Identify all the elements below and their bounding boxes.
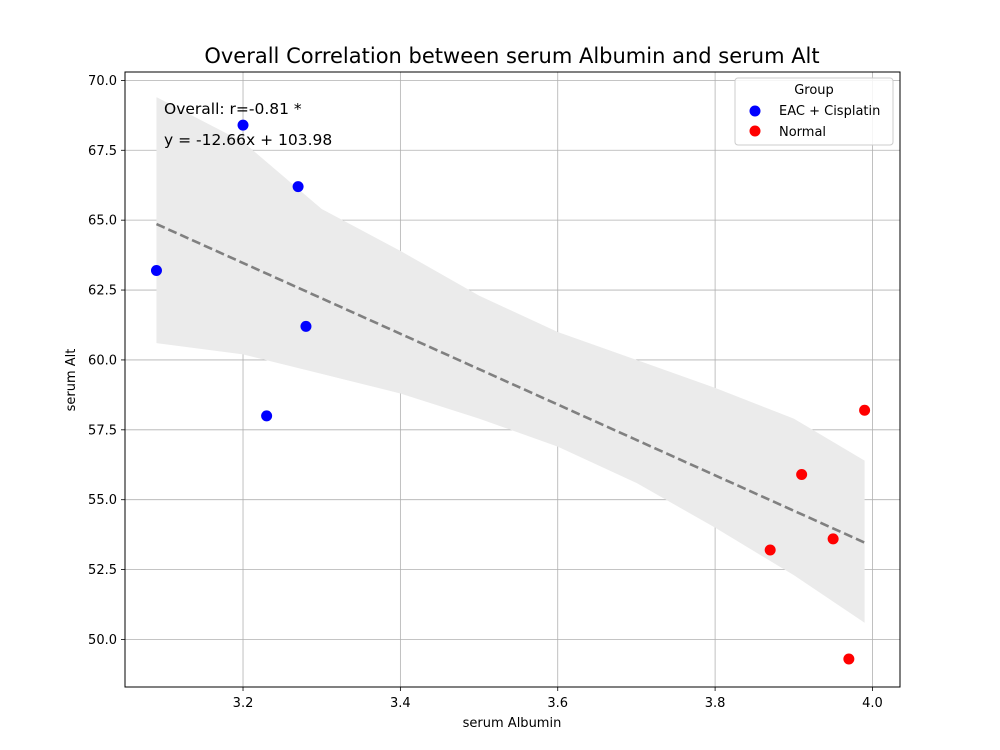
legend-label-normal: Normal (779, 125, 826, 140)
x-tick-label: 3.2 (233, 696, 254, 711)
y-tick-label: 57.5 (88, 423, 117, 438)
confidence-band-layer (156, 97, 865, 623)
y-tick-label: 67.5 (88, 144, 117, 159)
data-point-normal (764, 544, 776, 556)
data-points-layer (150, 119, 871, 665)
legend-box (734, 77, 894, 146)
data-point-eac-cisplatin (150, 264, 162, 276)
regression-equation-annotation: y = -12.66x + 103.98 (164, 131, 332, 149)
x-axis-ticks: 3.2 3.4 3.6 3.8 4.0 (233, 687, 883, 711)
x-tick-label: 3.8 (705, 696, 726, 711)
chart-title: Overall Correlation between serum Albumi… (204, 44, 819, 68)
correlation-annotation: Overall: r=-0.81 * (164, 100, 302, 118)
legend: Group EAC + Cisplatin Normal (734, 77, 894, 146)
data-point-eac-cisplatin (300, 320, 312, 332)
y-tick-label: 70.0 (88, 74, 117, 89)
legend-marker-eac-cisplatin (749, 105, 761, 117)
legend-marker-normal (749, 125, 761, 137)
legend-label-eac-cisplatin: EAC + Cisplatin (779, 104, 880, 119)
y-tick-label: 55.0 (88, 493, 117, 508)
data-point-normal (796, 469, 808, 481)
x-tick-label: 3.4 (390, 696, 411, 711)
data-point-eac-cisplatin (261, 410, 273, 422)
y-axis-label: serum Alt (64, 349, 79, 412)
y-tick-label: 50.0 (88, 633, 117, 648)
data-point-eac-cisplatin (292, 181, 304, 193)
x-tick-label: 4.0 (862, 696, 883, 711)
x-axis-label: serum Albumin (463, 716, 562, 731)
y-tick-label: 52.5 (88, 563, 117, 578)
y-axis-ticks: 50.0 52.5 55.0 57.5 60.0 62.5 65.0 67.5 70.0 (88, 74, 125, 648)
plot-area-frame (124, 71, 901, 688)
y-tick-label: 65.0 (88, 214, 117, 229)
y-tick-label: 62.5 (88, 284, 117, 299)
data-point-normal (827, 533, 839, 545)
confidence-band (156, 97, 865, 623)
data-point-normal (859, 404, 871, 416)
legend-title: Group (794, 83, 834, 98)
x-tick-label: 3.6 (547, 696, 568, 711)
data-point-normal (843, 653, 855, 665)
y-tick-label: 60.0 (88, 353, 117, 368)
data-point-eac-cisplatin (237, 119, 249, 131)
